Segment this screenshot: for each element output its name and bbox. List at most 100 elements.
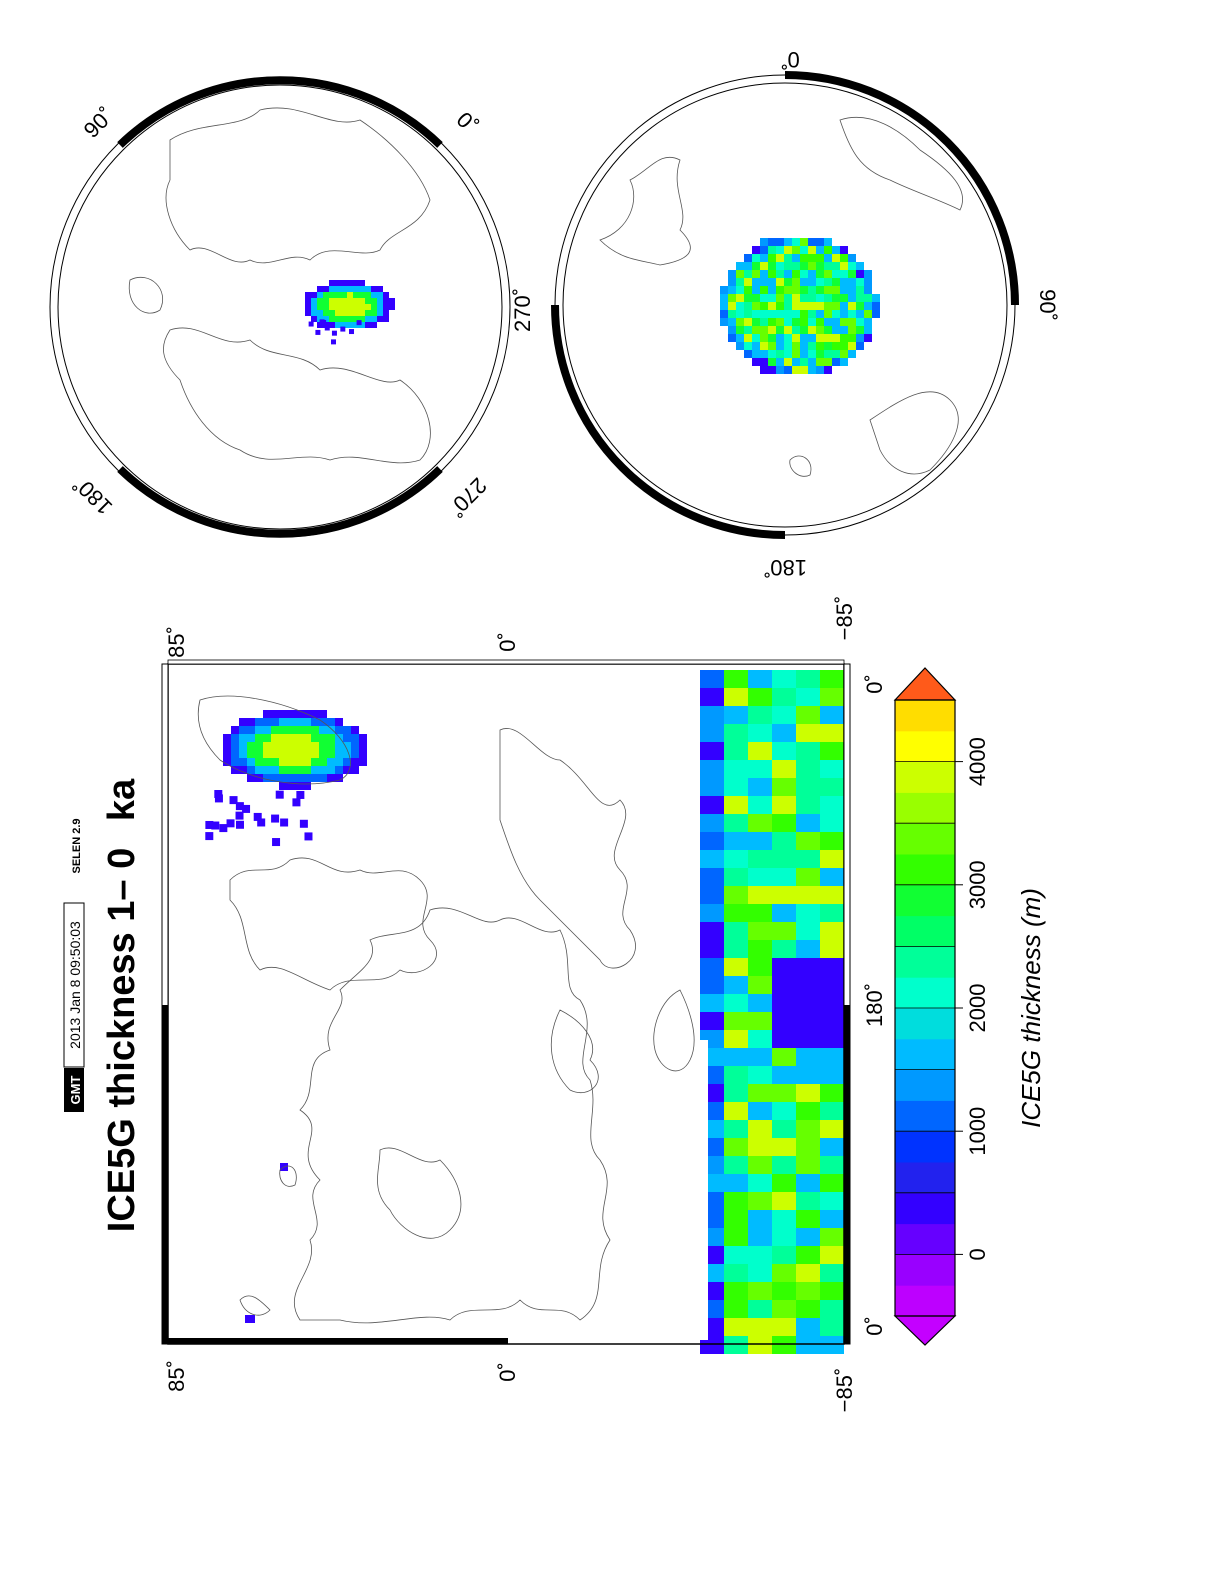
ice-cell xyxy=(253,812,262,821)
ice-cell xyxy=(808,366,816,374)
ice-cell xyxy=(335,316,341,322)
ice-cell xyxy=(768,358,776,366)
ice-cell xyxy=(848,334,856,342)
colorbar-tick-label: 4000 xyxy=(965,737,990,786)
ice-cell xyxy=(796,1012,820,1030)
ice-cell xyxy=(211,821,220,830)
ice-cell xyxy=(700,976,724,994)
ice-cell xyxy=(235,820,244,829)
ice-cell xyxy=(724,1084,748,1102)
ice-cell xyxy=(724,670,748,688)
ice-cell xyxy=(303,758,311,766)
ice-cell xyxy=(748,742,772,760)
ice-cell xyxy=(752,294,760,302)
ice-cell xyxy=(239,766,247,774)
ice-cell xyxy=(748,1048,772,1066)
ice-cell xyxy=(772,994,796,1012)
colorbar-cell xyxy=(895,730,955,763)
ice-cell xyxy=(305,304,311,310)
ice-cell xyxy=(748,778,772,796)
ice-cell xyxy=(317,286,323,292)
ice-cell xyxy=(371,286,377,292)
ice-cell xyxy=(856,342,864,350)
ice-cell xyxy=(832,254,840,262)
ice-cell xyxy=(335,774,343,782)
colorbar-cell xyxy=(895,792,955,824)
ice-cell xyxy=(271,774,279,782)
ice-cell xyxy=(311,298,317,304)
ice-cell xyxy=(768,246,776,254)
ice-cell xyxy=(864,334,872,342)
ice-cell xyxy=(840,270,848,278)
ice-cell xyxy=(748,1102,772,1120)
ice-cell xyxy=(724,742,748,760)
ice-cell xyxy=(263,710,271,718)
ice-cell xyxy=(820,1030,844,1048)
ice-cell xyxy=(226,819,235,828)
ice-cell xyxy=(808,350,816,358)
ice-cell xyxy=(371,316,377,322)
north-polar-border-arc-bottom xyxy=(117,466,443,538)
ice-cell xyxy=(311,766,319,774)
ice-cell xyxy=(383,304,389,310)
lat-label-bottom-minus85: −85˚ xyxy=(832,1368,857,1413)
ice-cell xyxy=(772,688,796,706)
ice-cell xyxy=(247,758,255,766)
ice-cell xyxy=(728,302,736,310)
ice-cell xyxy=(341,280,347,286)
ice-cell xyxy=(772,814,796,832)
ice-cell xyxy=(351,750,359,758)
ice-cell xyxy=(760,358,768,366)
ice-cell xyxy=(792,238,800,246)
np-lon-180: 180˚ xyxy=(68,471,117,520)
ice-cell xyxy=(864,318,872,326)
ice-cell xyxy=(343,726,351,734)
ice-cell xyxy=(700,994,724,1012)
ice-cell xyxy=(365,316,371,322)
ice-cell xyxy=(292,798,301,807)
ice-cell xyxy=(784,326,792,334)
ice-cell xyxy=(744,270,752,278)
ice-cell xyxy=(748,904,772,922)
ice-cell xyxy=(752,350,760,358)
ice-cell xyxy=(341,322,347,328)
ice-cell xyxy=(808,246,816,254)
ice-cell xyxy=(359,322,365,328)
ice-cell xyxy=(748,796,772,814)
ice-cell xyxy=(776,318,784,326)
ice-cell xyxy=(327,766,335,774)
ice-cell xyxy=(768,270,776,278)
ice-cell xyxy=(311,726,319,734)
colorbar-cell xyxy=(895,854,955,886)
ice-cell xyxy=(257,818,266,827)
ice-cell xyxy=(353,310,359,316)
ice-cell xyxy=(824,318,832,326)
ice-cell xyxy=(772,1084,796,1102)
ice-cell xyxy=(724,922,748,940)
ice-cell xyxy=(772,1336,796,1354)
ice-cell xyxy=(728,334,736,342)
ice-cell xyxy=(239,718,247,726)
ice-cell xyxy=(231,742,239,750)
ice-cell xyxy=(776,286,784,294)
ice-cell xyxy=(279,750,287,758)
ice-cell xyxy=(864,294,872,302)
colorbar-cell xyxy=(895,1038,955,1071)
ice-cell xyxy=(824,270,832,278)
ice-cell xyxy=(792,334,800,342)
ice-cell xyxy=(311,774,319,782)
south-polar-coastlines xyxy=(599,116,963,477)
ice-cell xyxy=(856,318,864,326)
ice-cell xyxy=(796,1120,820,1138)
ice-cell xyxy=(820,814,844,832)
ice-cell xyxy=(383,316,389,322)
ice-cell xyxy=(820,1192,844,1210)
lat-label-top-85: 85˚ xyxy=(164,626,189,658)
ice-cell xyxy=(748,706,772,724)
ice-cell xyxy=(305,298,311,304)
ice-cell xyxy=(772,1228,796,1246)
ice-cell xyxy=(255,734,263,742)
ice-cell xyxy=(792,246,800,254)
ice-cell xyxy=(752,286,760,294)
